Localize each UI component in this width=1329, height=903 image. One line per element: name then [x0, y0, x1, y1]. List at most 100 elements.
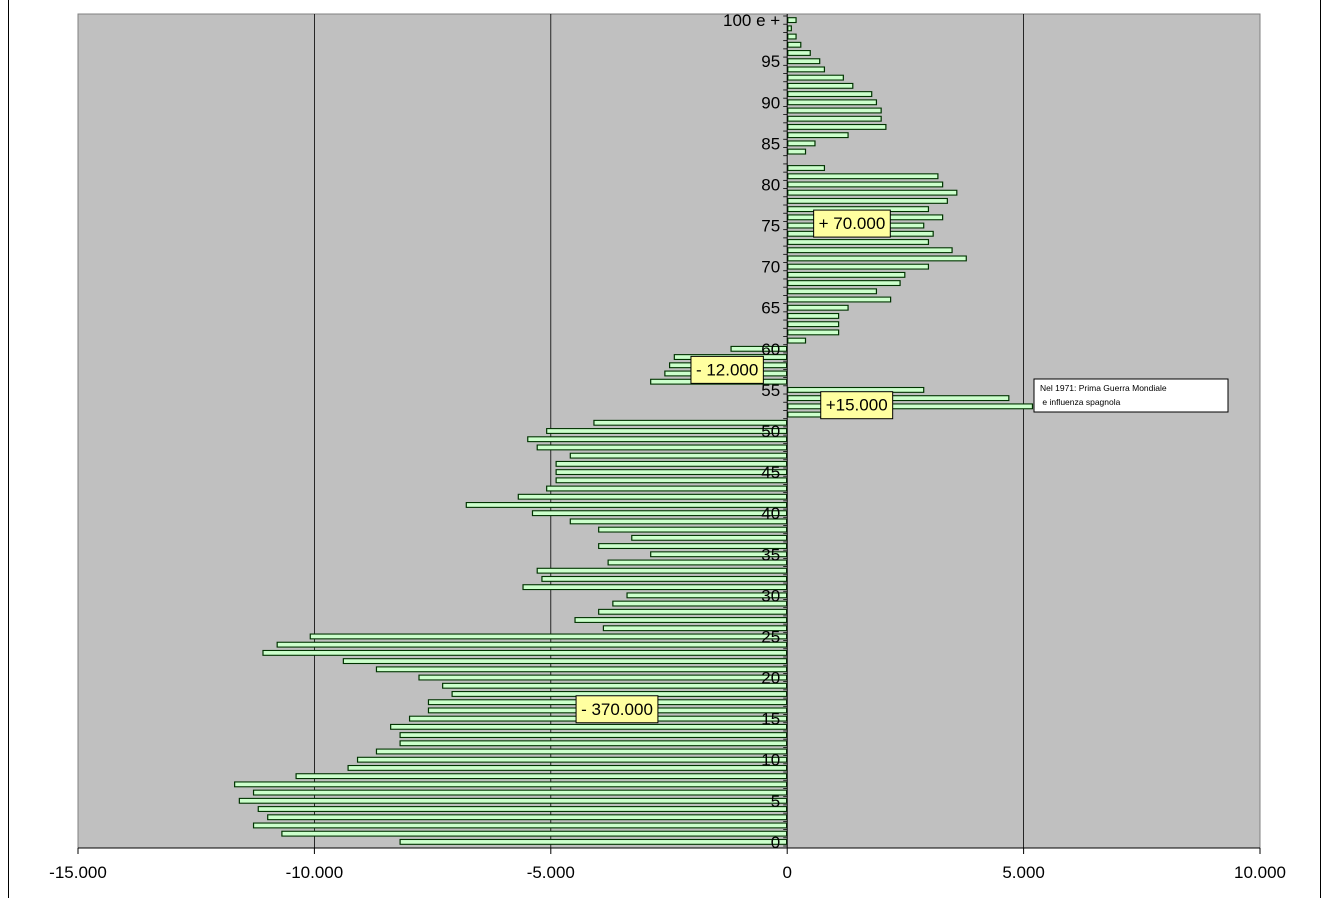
bar-fill-age-5 [239, 798, 786, 803]
age-tick-label-5: 5 [771, 792, 780, 811]
bar-fill-age-19 [443, 683, 786, 688]
bar-age-44 [555, 477, 788, 484]
age-tick-label-10: 10 [761, 751, 780, 770]
age-tick-label-20: 20 [761, 669, 780, 688]
bar-age-92 [787, 82, 854, 89]
bar-fill-age-13 [400, 733, 786, 737]
bar-age-37 [631, 534, 788, 541]
bar-age-96 [787, 50, 811, 56]
bar-fill-age-29 [613, 601, 786, 606]
bar-fill-age-90 [788, 100, 876, 105]
age-tick-label-25: 25 [761, 627, 780, 646]
bar-age-54 [787, 395, 1010, 402]
bar-age-40 [531, 510, 788, 517]
annotation-box-3 [820, 391, 894, 420]
bar-age-67 [787, 288, 878, 295]
bar-age-65 [787, 304, 849, 311]
bar-age-47 [569, 452, 788, 459]
bar-age-18 [451, 691, 788, 697]
bar-fill-age-24 [277, 642, 786, 647]
bar-fill-age-64 [788, 314, 839, 318]
bar-fill-age-26 [604, 626, 786, 631]
bar-fill-age-43 [547, 486, 786, 491]
bar-fill-age-92 [788, 83, 853, 88]
note-line-2: e influenza spagnola [1040, 397, 1121, 407]
value-tick-label-5: 10.000 [1234, 863, 1286, 882]
bar-fill-age-25 [310, 634, 786, 639]
bar-fill-age-10 [358, 757, 786, 762]
bar-age-11 [375, 748, 788, 755]
bar-age-55 [787, 386, 925, 393]
bar-age-51 [593, 419, 788, 426]
age-tick-label-30: 30 [761, 586, 780, 605]
bar-fill-age-0 [400, 840, 786, 844]
age-tick-label-55: 55 [761, 381, 780, 400]
bar-age-2 [252, 822, 788, 829]
bar-fill-age-68 [788, 281, 900, 285]
bar-age-69 [787, 271, 906, 278]
bar-age-27 [574, 617, 788, 623]
bar-age-7 [234, 781, 788, 788]
bar-fill-age-48 [537, 445, 786, 450]
bar-age-13 [399, 732, 788, 739]
bar-age-41 [465, 502, 788, 508]
bar-age-46 [555, 460, 788, 467]
age-tick-label-15: 15 [761, 710, 780, 729]
bar-age-93 [787, 74, 844, 81]
annotation-box-0 [575, 695, 659, 724]
bar-age-98 [787, 33, 797, 40]
bar-fill-age-96 [788, 51, 810, 55]
bar-age-42 [517, 493, 788, 500]
bar-fill-age-63 [788, 322, 839, 327]
bar-fill-age-2 [254, 823, 787, 828]
bar-age-60 [730, 345, 788, 352]
bar-fill-age-100 [788, 18, 796, 22]
bar-fill-age-71 [788, 256, 966, 261]
bar-fill-age-65 [788, 305, 848, 310]
bar-age-24 [276, 641, 788, 648]
bar-age-12 [399, 740, 788, 747]
bar-age-26 [602, 625, 788, 632]
value-tick-label-4: 5.000 [1002, 863, 1045, 882]
bar-age-23 [262, 649, 788, 656]
age-tick-label-85: 85 [761, 134, 780, 153]
age-tick-label-45: 45 [761, 463, 780, 482]
age-axis: 0 5 10 15 20 25 30 35 40 45 50 55 60 65 70 75 80 85 90 95 10… [723, 11, 788, 852]
bar-fill-age-94 [788, 67, 824, 72]
bar-age-8 [295, 773, 788, 780]
age-tick-label-95: 95 [761, 52, 780, 71]
bar-age-25 [309, 633, 788, 640]
bar-fill-age-18 [452, 692, 786, 696]
bar-fill-age-47 [570, 453, 786, 458]
bar-age-9 [347, 764, 788, 771]
bar-age-10 [356, 756, 788, 763]
note-box: Nel 1971: Prima Guerra Mondiale e influe… [1033, 378, 1229, 413]
bar-age-30 [626, 592, 788, 599]
bar-age-79 [787, 189, 958, 196]
bar-fill-age-54 [788, 396, 1009, 400]
bar-fill-age-4 [258, 807, 786, 811]
bar-age-99 [787, 25, 792, 32]
bar-fill-age-22 [343, 659, 786, 663]
bar-fill-age-99 [788, 26, 791, 31]
bar-fill-age-62 [788, 330, 839, 335]
bar-age-43 [546, 485, 788, 492]
bar-fill-age-49 [528, 437, 786, 442]
bar-fill-age-21 [377, 667, 786, 672]
bar-age-39 [569, 518, 788, 525]
value-tick-label-0: -15.000 [49, 863, 107, 882]
bar-age-35 [650, 551, 788, 558]
bar-age-72 [787, 247, 953, 254]
bar-age-14 [390, 723, 788, 730]
bar-fill-age-85 [788, 141, 815, 146]
age-tick-label-90: 90 [761, 93, 780, 112]
bar-age-50 [546, 428, 788, 434]
bar-fill-age-80 [788, 182, 943, 187]
age-tick-label-100-plus: 100 e + [723, 11, 780, 30]
bar-age-97 [787, 41, 802, 48]
annotation-box-2 [690, 355, 764, 384]
bar-age-84 [787, 148, 807, 155]
bar-age-95 [787, 58, 821, 65]
bar-age-88 [787, 115, 882, 122]
